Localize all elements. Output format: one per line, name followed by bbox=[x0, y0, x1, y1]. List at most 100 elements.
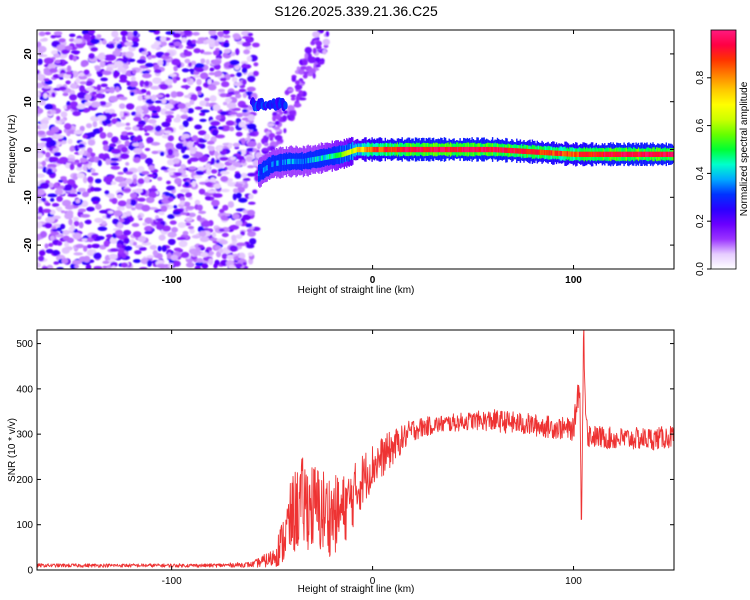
noise-blob bbox=[66, 105, 72, 110]
ridge-core bbox=[639, 151, 641, 157]
ridge-core bbox=[325, 154, 327, 160]
colorbar-bar bbox=[710, 29, 737, 270]
noise-blob bbox=[175, 76, 181, 81]
ridge-core bbox=[280, 159, 283, 166]
noise-blob bbox=[106, 214, 112, 219]
noise-blob bbox=[105, 234, 113, 239]
noise-blob bbox=[107, 210, 114, 214]
noise-blob bbox=[141, 204, 151, 212]
noise-blob bbox=[212, 104, 221, 112]
noise-blob bbox=[130, 76, 136, 82]
noise-blob bbox=[205, 59, 210, 65]
ridge-core bbox=[672, 151, 674, 157]
noise-blob bbox=[119, 153, 130, 160]
ridge-core bbox=[271, 161, 273, 168]
noise-blob bbox=[132, 231, 142, 238]
noise-blob bbox=[86, 206, 95, 212]
noise-blob bbox=[75, 77, 81, 84]
noise-blob bbox=[45, 202, 51, 207]
noise-blob bbox=[304, 52, 309, 60]
ridge-core bbox=[261, 168, 264, 174]
noise-blob bbox=[230, 156, 237, 161]
noise-blob bbox=[110, 162, 119, 166]
noise-blob bbox=[181, 37, 188, 43]
noise-blob bbox=[107, 61, 113, 65]
noise-blob bbox=[62, 235, 70, 241]
noise-blob bbox=[232, 33, 241, 39]
noise-blob bbox=[145, 62, 154, 68]
noise-blob bbox=[79, 81, 87, 85]
ridge-core bbox=[606, 151, 608, 157]
noise-blob bbox=[161, 121, 171, 128]
noise-blob bbox=[158, 234, 166, 241]
noise-blob bbox=[155, 105, 162, 113]
noise-blob bbox=[159, 151, 165, 157]
ridge-core bbox=[384, 146, 386, 153]
noise-blob bbox=[144, 230, 153, 235]
ridge-core bbox=[356, 146, 359, 153]
noise-blob bbox=[246, 123, 257, 130]
ridge-core bbox=[367, 146, 370, 153]
noise-blob bbox=[99, 132, 107, 139]
ridge-core bbox=[270, 162, 272, 168]
ridge-core bbox=[500, 147, 502, 153]
noise-blob bbox=[209, 95, 217, 102]
noise-blob bbox=[40, 197, 47, 202]
noise-blob bbox=[172, 157, 180, 164]
noise-blob bbox=[185, 192, 193, 198]
ridge-core bbox=[669, 151, 671, 157]
noise-blob bbox=[116, 243, 123, 249]
ridge-core bbox=[349, 149, 352, 155]
noise-blob bbox=[70, 83, 77, 89]
ridge-core bbox=[528, 149, 530, 155]
noise-blob bbox=[125, 103, 135, 110]
noise-blob bbox=[141, 51, 149, 55]
noise-blob bbox=[76, 166, 83, 171]
noise-blob bbox=[100, 83, 108, 88]
noise-blob bbox=[204, 163, 211, 170]
noise-blob bbox=[172, 210, 181, 215]
noise-blob bbox=[209, 67, 215, 72]
noise-blob bbox=[132, 136, 139, 142]
noise-blob bbox=[78, 150, 85, 155]
noise-blob bbox=[112, 218, 119, 225]
noise-blob bbox=[103, 240, 110, 247]
noise-blob bbox=[59, 76, 64, 80]
noise-blob bbox=[86, 123, 92, 129]
noise-blob bbox=[106, 132, 113, 139]
noise-blob bbox=[247, 32, 253, 37]
ridge-core bbox=[437, 146, 440, 153]
noise-blob bbox=[88, 53, 95, 60]
noise-blob bbox=[136, 59, 147, 64]
noise-blob bbox=[228, 64, 235, 69]
noise-blob bbox=[124, 41, 134, 47]
noise-blob bbox=[125, 210, 132, 217]
ridge-core bbox=[458, 146, 460, 153]
noise-blob bbox=[198, 130, 207, 136]
ridge-core bbox=[459, 146, 461, 153]
noise-blob bbox=[238, 252, 246, 260]
spec-ytick-label: 0 bbox=[23, 146, 34, 152]
noise-blob bbox=[62, 199, 72, 207]
noise-blob bbox=[108, 253, 118, 260]
noise-blob bbox=[169, 73, 177, 77]
noise-blob bbox=[51, 226, 57, 230]
noise-blob bbox=[211, 129, 219, 136]
noise-blob bbox=[125, 122, 131, 126]
ridge-core bbox=[394, 146, 396, 153]
ridge-core bbox=[621, 151, 623, 157]
noise-blob bbox=[233, 82, 243, 87]
snr-ytick-label: 200 bbox=[16, 475, 33, 486]
ridge-core bbox=[616, 151, 618, 157]
noise-blob bbox=[166, 185, 176, 191]
noise-blob bbox=[60, 176, 67, 181]
noise-blob bbox=[194, 124, 203, 130]
ridge-core bbox=[565, 151, 567, 157]
noise-blob bbox=[237, 186, 245, 193]
noise-blob bbox=[198, 230, 207, 237]
ridge-core bbox=[519, 148, 522, 154]
ridge-core bbox=[666, 151, 669, 157]
noise-blob bbox=[174, 151, 180, 158]
ridge-core bbox=[305, 158, 307, 164]
ridge-core bbox=[388, 146, 390, 153]
